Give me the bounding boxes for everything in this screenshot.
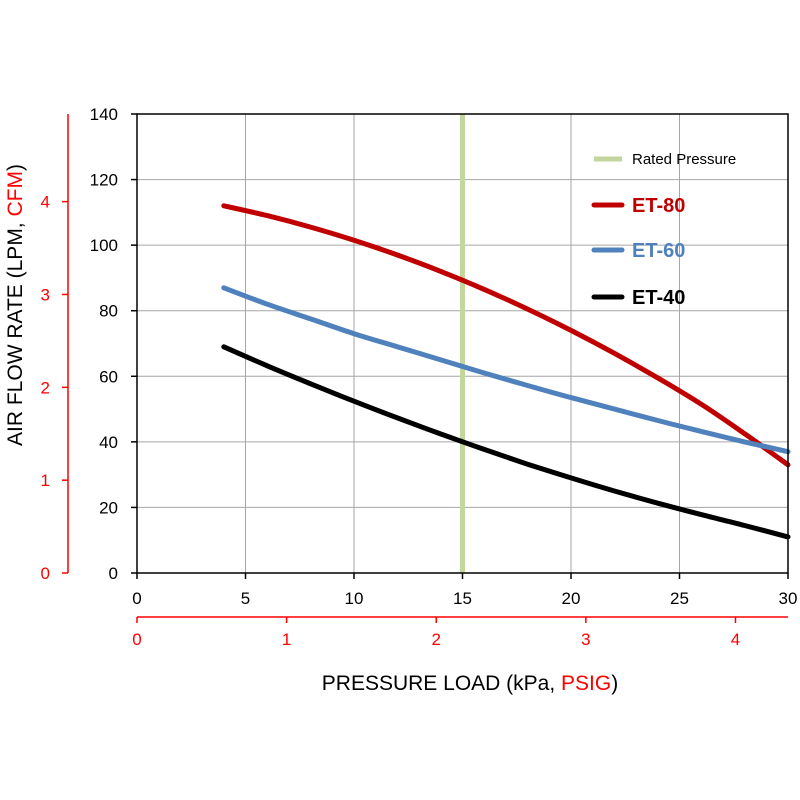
series-line-et-80 (221, 203, 791, 468)
y2-tick-label-1: 1 (41, 471, 50, 490)
y-tick-label-5: 100 (90, 236, 118, 255)
x-axis-title: PRESSURE LOAD (kPa, PSIG) (322, 672, 618, 695)
series-line-et-60 (221, 285, 791, 455)
series-line-et-40 (221, 344, 791, 540)
legend-label-2: ET-60 (632, 240, 685, 262)
x-tick-label-0: 0 (132, 589, 141, 608)
y-tick-label-3: 60 (99, 367, 118, 386)
x-tick-label-3: 15 (453, 589, 472, 608)
y-tick-label-2: 40 (99, 433, 118, 452)
y-tick-label-0: 0 (109, 564, 118, 583)
y2-tick-label-0: 0 (41, 564, 50, 583)
legend-label-1: ET-80 (632, 195, 685, 217)
y-axis-title-alt: CFM (4, 171, 27, 217)
y-axis-title: AIR FLOW RATE (LPM, CFM) (4, 164, 27, 446)
y-axis-title-end: ) (4, 164, 27, 171)
y-tick-label-4: 80 (99, 302, 118, 321)
y2-tick-label-3: 3 (41, 285, 50, 304)
x2-tick-label-0: 0 (132, 630, 141, 649)
x-tick-label-1: 5 (241, 589, 250, 608)
x-axis-title-main: PRESSURE LOAD (kPa, (322, 672, 561, 695)
legend: Rated Pressure ET-80 ET-60 ET-40 (591, 151, 736, 309)
y-tick-label-7: 140 (90, 105, 118, 124)
x2-tick-label-2: 2 (432, 630, 441, 649)
x2-tick-label-1: 1 (282, 630, 291, 649)
x2-tick-label-4: 4 (731, 630, 740, 649)
x-tick-label-4: 20 (562, 589, 581, 608)
y-tick-label-1: 20 (99, 498, 118, 517)
y-axis-title-main: AIR FLOW RATE (LPM, (4, 217, 27, 446)
legend-label-0: Rated Pressure (632, 151, 736, 168)
series-lines (221, 203, 791, 540)
legend-label-3: ET-40 (632, 287, 685, 309)
x-tick-label-5: 25 (670, 589, 689, 608)
x2-tick-label-3: 3 (581, 630, 590, 649)
x-axis-title-alt: PSIG (561, 672, 611, 695)
x-axis-title-end: ) (611, 672, 618, 695)
y2-tick-label-4: 4 (41, 193, 50, 212)
x-tick-label-6: 30 (779, 589, 798, 608)
x-tick-label-2: 10 (345, 589, 364, 608)
y2-tick-label-2: 2 (41, 378, 50, 397)
y-tick-label-6: 120 (90, 171, 118, 190)
